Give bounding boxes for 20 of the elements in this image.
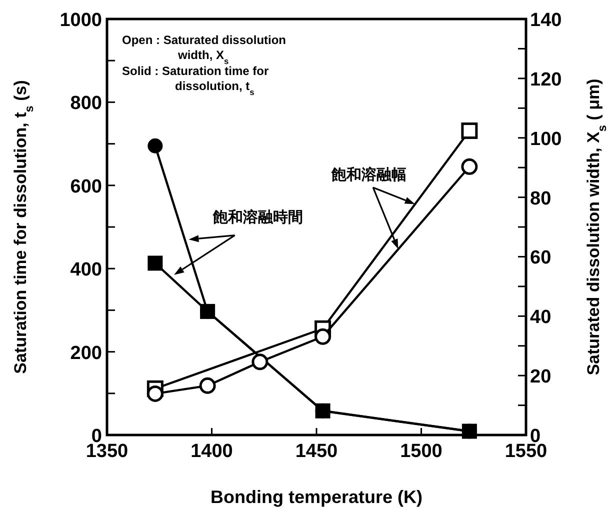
y-tick-label: 1000 <box>60 10 102 31</box>
x-axis-title: Bonding temperature (K) <box>210 487 423 507</box>
x-tick-label: 1500 <box>400 441 442 462</box>
annotation: Open : Saturated dissolution width, X$_{s}$ <box>122 33 286 66</box>
x-tick-label: 1450 <box>295 441 338 462</box>
y-tick-label: 400 <box>70 260 102 281</box>
y2-tick-label: 140 <box>530 10 562 31</box>
annotation: Solid : Saturation time for dissolution, t$_{s}$ <box>122 64 269 97</box>
y-tick-label: 200 <box>70 342 102 364</box>
y2-tick-label: 120 <box>530 69 562 90</box>
y2-tick-label: 80 <box>530 188 552 210</box>
y-tick-label: 600 <box>70 176 102 198</box>
y-tick-label: 800 <box>70 93 102 114</box>
x-tick-label: 1400 <box>190 441 233 462</box>
y2-tick-label: 60 <box>530 248 552 269</box>
y2-tick-label: 20 <box>530 366 552 388</box>
y2-tick-label: 40 <box>530 307 552 328</box>
y2-tick-label: 100 <box>530 128 562 150</box>
annotation: 飽和溶融時間 <box>212 208 303 226</box>
annotation: 飽和溶融幅 <box>330 165 406 184</box>
